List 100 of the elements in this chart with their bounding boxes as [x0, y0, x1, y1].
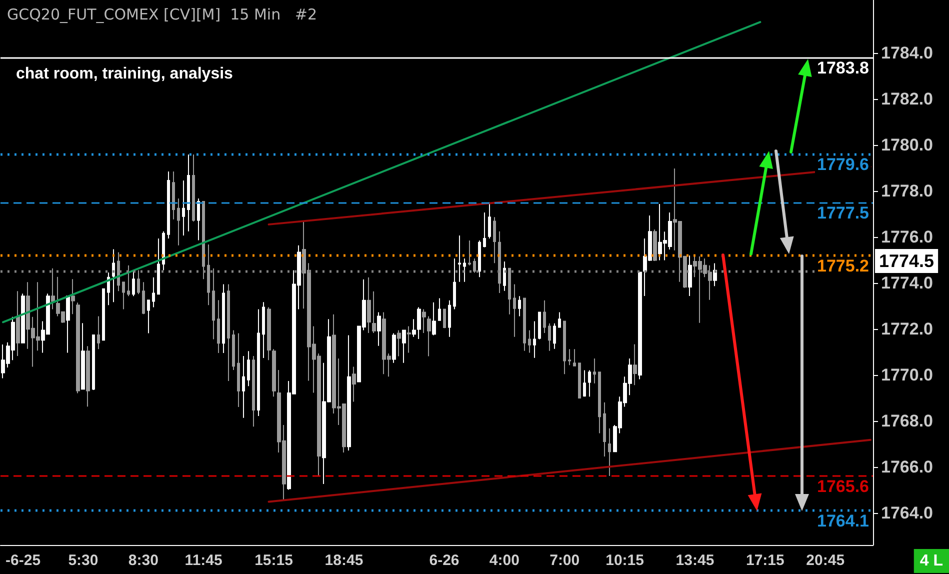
text: 1774.5: [879, 251, 934, 271]
candlestick: [638, 272, 642, 380]
text: 4 L: [920, 552, 944, 570]
candlestick: [242, 355, 245, 418]
candlestick: [367, 276, 371, 334]
x-tick-label: 13:45: [676, 552, 714, 569]
candlestick: [533, 320, 536, 358]
x-tick-label: 20:45: [806, 552, 845, 569]
candlestick: [493, 216, 496, 264]
candlestick: [392, 332, 396, 364]
y-tick-label: 1782.0: [881, 89, 933, 108]
candlestick: [432, 302, 436, 336]
candlestick: [473, 258, 476, 274]
candlestick: [237, 332, 240, 408]
candlestick: [177, 198, 180, 246]
candlestick: [162, 230, 165, 271]
ref-line-label: 1783.8: [817, 58, 869, 78]
candlestick: [402, 330, 406, 364]
candlestick: [207, 244, 210, 306]
ref-line-label: 1779.6: [817, 155, 869, 174]
x-tick-label: 8:30: [128, 552, 158, 569]
candlestick: [508, 268, 511, 315]
candlestick: [633, 344, 637, 386]
candlestick: [147, 300, 150, 334]
candlestick: [453, 258, 456, 310]
candlestick: [478, 240, 481, 278]
candlestick: [568, 348, 571, 366]
candlestick: [538, 312, 541, 340]
candlestick: [513, 284, 516, 338]
candlestick: [483, 212, 486, 248]
x-tick-label: -6-25: [6, 552, 41, 569]
candlestick: [468, 240, 471, 266]
x-tick-label: 10:15: [606, 552, 644, 569]
candlestick: [132, 270, 135, 297]
candlestick: [352, 366, 356, 402]
y-tick-label: 1774.0: [881, 273, 933, 292]
candlestick: [262, 302, 265, 359]
x-tick-label: 11:45: [184, 552, 222, 569]
candlestick: [588, 370, 591, 398]
candlestick: [543, 300, 546, 334]
candlestick: [81, 322, 85, 390]
candlestick: [443, 308, 446, 329]
candlestick: [137, 270, 140, 295]
candlestick: [212, 268, 215, 340]
ref-line-label: 1775.2: [817, 256, 869, 276]
candlestick: [488, 202, 491, 239]
x-tick-label: 5:30: [68, 552, 98, 569]
y-tick-label: 1764.0: [881, 503, 933, 522]
y-tick-label: 1784.0: [881, 43, 933, 62]
candlestick: [553, 322, 556, 350]
x-tick-label: 7:00: [550, 552, 580, 569]
ref-line-label: 1777.5: [817, 203, 869, 222]
y-tick-label: 1770.0: [881, 365, 933, 384]
candlestick: [252, 355, 255, 428]
candlestick: [272, 348, 276, 398]
candlestick: [573, 348, 576, 366]
y-tick-label: 1780.0: [881, 135, 933, 154]
candlestick: [347, 334, 351, 451]
candlestick: [427, 316, 431, 357]
candlestick: [76, 302, 80, 394]
candlestick: [227, 284, 230, 382]
candlestick: [182, 180, 185, 236]
candlestick: [202, 200, 205, 280]
y-tick-label: 1772.0: [881, 319, 933, 338]
candlestick: [503, 260, 506, 292]
candlestick: [463, 258, 466, 282]
candlestick: [92, 334, 95, 391]
candlestick: [157, 238, 160, 295]
candlestick: [187, 154, 190, 232]
candlestick: [397, 330, 401, 357]
candlestick: [498, 230, 501, 294]
candlestick: [102, 288, 105, 341]
candlestick: [257, 308, 260, 416]
candlestick: [117, 252, 120, 292]
candlestick: [377, 312, 381, 346]
candlestick: [97, 316, 100, 350]
candlestick: [232, 330, 235, 370]
candlestick: [578, 362, 581, 399]
y-tick-label: 1768.0: [881, 411, 933, 430]
ref-line-label: 1765.6: [817, 477, 869, 496]
y-tick-label: 1766.0: [881, 457, 933, 476]
candlestick: [448, 300, 451, 338]
ref-line-label: 1764.1: [817, 512, 869, 531]
y-tick-label: 1778.0: [881, 181, 933, 200]
candlestick: [66, 296, 70, 354]
x-tick-label: 18:45: [324, 552, 364, 569]
candlestick: [112, 248, 115, 303]
candlestick: [372, 290, 376, 334]
candlestick: [603, 402, 606, 457]
annotation: chat room, training, analysis: [16, 66, 234, 82]
x-tick-label: 6-26: [429, 552, 460, 569]
candlestick: [458, 234, 461, 282]
candlestick: [518, 296, 521, 317]
candlestick: [21, 293, 25, 344]
candlestick: [653, 229, 657, 262]
candlestick: [608, 428, 611, 477]
candlestick: [71, 278, 75, 315]
candlestick: [558, 312, 561, 328]
x-tick-label: 4:00: [489, 552, 520, 569]
chart-title: GCQ20_FUT_COMEX [CV][M] 15 Min #2: [7, 6, 318, 24]
